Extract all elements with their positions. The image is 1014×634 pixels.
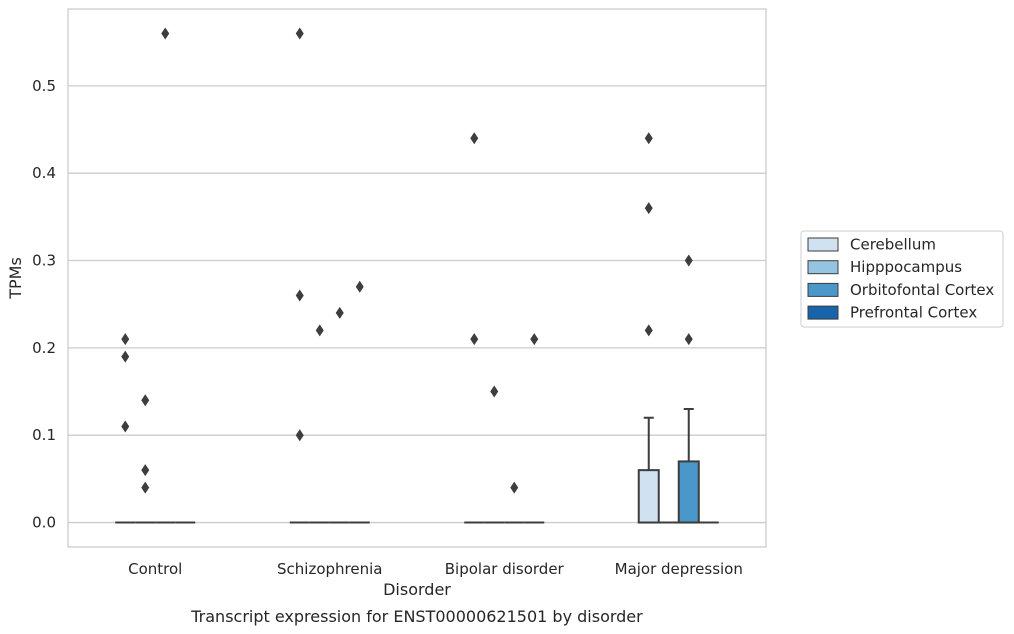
y-tick-label: 0.5 (32, 77, 56, 95)
outlier-point (470, 132, 479, 145)
x-tick-label: Bipolar disorder (445, 560, 565, 578)
outlier-point (315, 324, 324, 337)
y-tick-label: 0.3 (32, 252, 56, 270)
outlier-point (644, 202, 653, 215)
outlier-point (355, 280, 364, 293)
x-tick-labels: Control Schizophrenia Bipolar disorder Majo… (128, 560, 743, 578)
outlier-point (295, 27, 304, 40)
y-tick-label: 0.0 (32, 514, 56, 532)
y-axis-title: TPMs (6, 257, 25, 300)
outlier-point (141, 394, 150, 407)
outlier-point (470, 333, 479, 346)
outlier-point (121, 420, 130, 433)
boxes (115, 408, 719, 524)
outlier-point (121, 333, 130, 346)
legend-frame (800, 230, 1004, 328)
outlier-point (644, 132, 653, 145)
outlier-point (141, 464, 150, 477)
outlier-point (644, 324, 653, 337)
outlier-point (121, 350, 130, 363)
outlier-point (510, 481, 519, 494)
legend-label: Cerebellum (850, 236, 936, 254)
y-tick-label: 0.2 (32, 339, 56, 357)
gridlines (68, 85, 766, 524)
legend-swatch (807, 305, 839, 320)
x-tick-label: Schizophrenia (277, 560, 382, 578)
x-axis-title: Disorder (383, 580, 451, 599)
outlier-point (684, 333, 693, 346)
outlier-point (335, 306, 344, 319)
chart-caption: Transcript expression for ENST0000062150… (190, 607, 643, 626)
legend-label: Orbitofontal Cortex (850, 281, 994, 299)
outliers (121, 27, 693, 494)
legend-label: Hipppocampus (850, 258, 962, 276)
box (677, 460, 700, 524)
legend-swatch (807, 282, 839, 297)
outlier-point (161, 27, 170, 40)
y-tick-label: 0.1 (32, 426, 56, 444)
x-tick-label: Major depression (615, 560, 743, 578)
x-tick-label: Control (128, 560, 182, 578)
outlier-point (295, 289, 304, 302)
y-tick-labels: 0.0 0.1 0.2 0.3 0.4 0.5 (32, 77, 56, 532)
outlier-point (684, 254, 693, 267)
legend-swatch (807, 237, 839, 252)
plot-frame (67, 8, 767, 548)
outlier-point (490, 385, 499, 398)
outlier-point (530, 333, 539, 346)
legend: Cerebellum Hipppocampus Orbitofontal Corte… (800, 230, 1004, 328)
y-tick-label: 0.4 (32, 164, 56, 182)
legend-swatch (807, 260, 839, 275)
outlier-point (295, 429, 304, 442)
outlier-point (141, 481, 150, 494)
box (637, 469, 660, 524)
legend-label: Prefrontal Cortex (850, 304, 977, 322)
